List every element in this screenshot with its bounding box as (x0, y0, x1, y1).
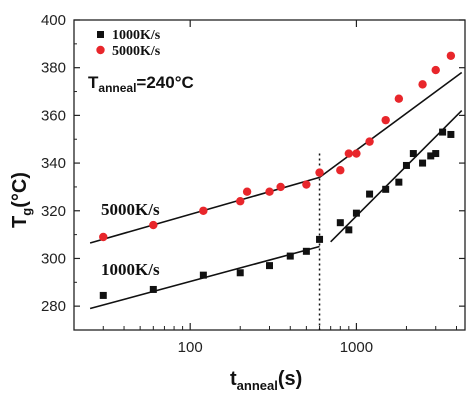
data-point-1000K/s (432, 150, 440, 158)
data-point-5000K/s (265, 187, 274, 196)
legend-label-5000: 5000K/s (112, 44, 161, 59)
legend-marker-1000 (97, 31, 104, 38)
x-axis-title-suffix: (s) (278, 368, 302, 390)
y-tick-label: 340 (41, 155, 66, 172)
data-point-1000K/s (366, 190, 374, 198)
data-point-1000K/s (427, 152, 435, 160)
data-point-5000K/s (431, 65, 440, 75)
x-axis-title-sub: anneal (237, 378, 278, 393)
data-point-5000K/s (394, 94, 404, 103)
data-point-1000K/s (439, 128, 447, 136)
data-point-1000K/s (266, 262, 273, 270)
data-point-1000K/s (409, 150, 417, 158)
legend: 1000K/s 5000K/s (96, 28, 161, 59)
data-point-5000K/s (236, 197, 245, 206)
data-point-5000K/s (446, 51, 456, 60)
plot-area (73, 19, 466, 331)
data-point-1000K/s (352, 209, 360, 217)
y-tick-label: 300 (41, 250, 66, 267)
data-point-5000K/s (315, 168, 324, 177)
y-tick-label: 380 (41, 60, 66, 77)
data-point-1000K/s (286, 252, 294, 260)
data-point-5000K/s (352, 149, 361, 158)
x-tick-label: 1000 (340, 339, 373, 356)
data-point-5000K/s (276, 182, 285, 192)
legend-label-1000: 1000K/s (112, 28, 161, 43)
data-point-1000K/s (395, 178, 403, 186)
x-axis-title-main: t (230, 368, 237, 390)
y-axis-title-main: T (9, 216, 31, 228)
data-point-5000K/s (344, 149, 354, 158)
anneal-annot-suffix: =240°C (136, 73, 193, 92)
data-point-1000K/s (302, 247, 310, 255)
anneal-annot-sub: anneal (98, 81, 136, 95)
data-point-5000K/s (336, 166, 345, 175)
y-axis-title-sub: g (19, 208, 34, 216)
series-annotation-5000: 5000K/s (101, 200, 160, 219)
data-point-5000K/s (418, 80, 427, 89)
y-tick-label: 360 (41, 107, 66, 124)
data-point-1000K/s (382, 185, 390, 193)
data-point-5000K/s (365, 137, 374, 146)
data-points (99, 51, 456, 299)
data-point-5000K/s (302, 180, 311, 189)
y-axis-title-suffix: (°C) (9, 172, 31, 208)
anneal-annot-main: T (88, 73, 99, 92)
data-point-1000K/s (402, 161, 410, 169)
data-point-5000K/s (199, 206, 208, 215)
y-axis-title: Tg(°C) (9, 172, 34, 228)
data-point-1000K/s (316, 235, 324, 243)
x-axis-title: tanneal(s) (230, 368, 302, 393)
data-point-1000K/s (345, 226, 353, 234)
x-tick-label: 100 (178, 339, 203, 356)
y-tick-label: 400 (41, 12, 66, 29)
data-point-1000K/s (419, 159, 427, 167)
data-point-1000K/s (447, 130, 455, 138)
data-point-5000K/s (99, 232, 108, 242)
data-point-1000K/s (149, 285, 157, 293)
fit-line-5000K/s (319, 71, 463, 179)
data-point-1000K/s (99, 291, 107, 299)
data-point-5000K/s (149, 220, 158, 230)
data-point-1000K/s (236, 269, 244, 277)
y-tick-label: 280 (41, 298, 66, 315)
anneal-temperature-annotation: Tanneal=240°C (88, 73, 194, 95)
data-point-5000K/s (381, 115, 390, 125)
series-annotation-1000: 1000K/s (101, 260, 160, 279)
data-point-5000K/s (242, 187, 252, 196)
data-point-1000K/s (199, 271, 207, 279)
data-point-1000K/s (336, 219, 344, 227)
y-tick-label: 320 (41, 203, 66, 220)
axis-ticks: 280 300 320 340 360 380 400 100 1000 (41, 12, 465, 356)
legend-marker-5000 (96, 45, 105, 55)
